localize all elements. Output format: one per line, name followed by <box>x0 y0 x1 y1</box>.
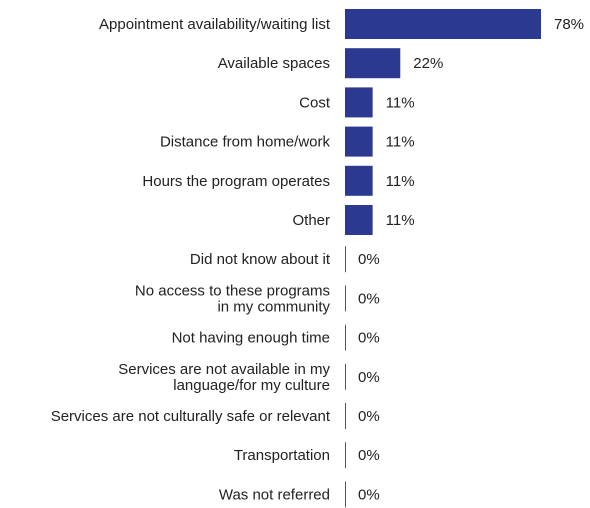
category-label: Other <box>292 212 330 229</box>
category-label-line: Available spaces <box>218 55 330 72</box>
value-label: 0% <box>358 486 380 503</box>
value-label: 78% <box>554 16 584 33</box>
value-label: 0% <box>358 369 380 386</box>
category-label: Distance from home/work <box>160 134 331 151</box>
bar <box>345 205 373 235</box>
category-label-line: Was not referred <box>219 486 330 503</box>
value-label: 11% <box>386 94 415 111</box>
value-label: 11% <box>386 212 415 229</box>
category-label-line: in my community <box>217 298 330 315</box>
category-label: Hours the program operates <box>142 173 330 190</box>
value-label: 22% <box>413 55 443 72</box>
bars <box>345 9 541 235</box>
category-label: Available spaces <box>218 55 330 72</box>
category-label-line: Not having enough time <box>172 330 330 347</box>
category-label-line: Hours the program operates <box>142 173 330 190</box>
category-label-line: No access to these programs <box>135 282 330 299</box>
category-label-line: Other <box>292 212 330 229</box>
bar <box>345 126 373 157</box>
bar <box>345 48 401 79</box>
category-label-line: Services are not available in my <box>118 361 330 378</box>
value-label: 0% <box>358 408 380 425</box>
value-label: 0% <box>358 330 380 347</box>
category-label-line: Cost <box>299 94 331 111</box>
bar <box>345 165 373 196</box>
category-labels: Appointment availability/waiting list Ava… <box>51 16 331 503</box>
value-label: 0% <box>358 290 380 307</box>
category-label-line: Appointment availability/waiting list <box>99 16 331 33</box>
category-label-line: language/for my culture <box>173 377 330 394</box>
bar <box>345 9 541 39</box>
category-label: Did not know about it <box>190 251 331 268</box>
category-label: Transportation <box>234 447 330 464</box>
category-label: Not having enough time <box>172 330 330 347</box>
value-label: 11% <box>386 173 415 190</box>
category-label: Cost <box>299 94 331 111</box>
category-label: Was not referred <box>219 486 330 503</box>
category-label-line: Services are not culturally safe or rele… <box>51 408 331 425</box>
category-label-line: Did not know about it <box>190 251 331 268</box>
category-label-line: Distance from home/work <box>160 134 331 151</box>
category-label-line: Transportation <box>234 447 330 464</box>
bar <box>345 87 373 118</box>
category-label: Services are not culturally safe or rele… <box>51 408 331 425</box>
value-labels: 78% 22% 11% 11% 11% 11% 0% 0% 0% 0% 0% 0% 0% <box>358 16 584 503</box>
value-label: 0% <box>358 251 380 268</box>
value-label: 0% <box>358 447 380 464</box>
category-label: Services are not available in my language… <box>118 361 330 394</box>
value-label: 11% <box>386 134 415 151</box>
category-label: Appointment availability/waiting list <box>99 16 331 33</box>
category-label: No access to these programs in my communi… <box>135 282 331 315</box>
